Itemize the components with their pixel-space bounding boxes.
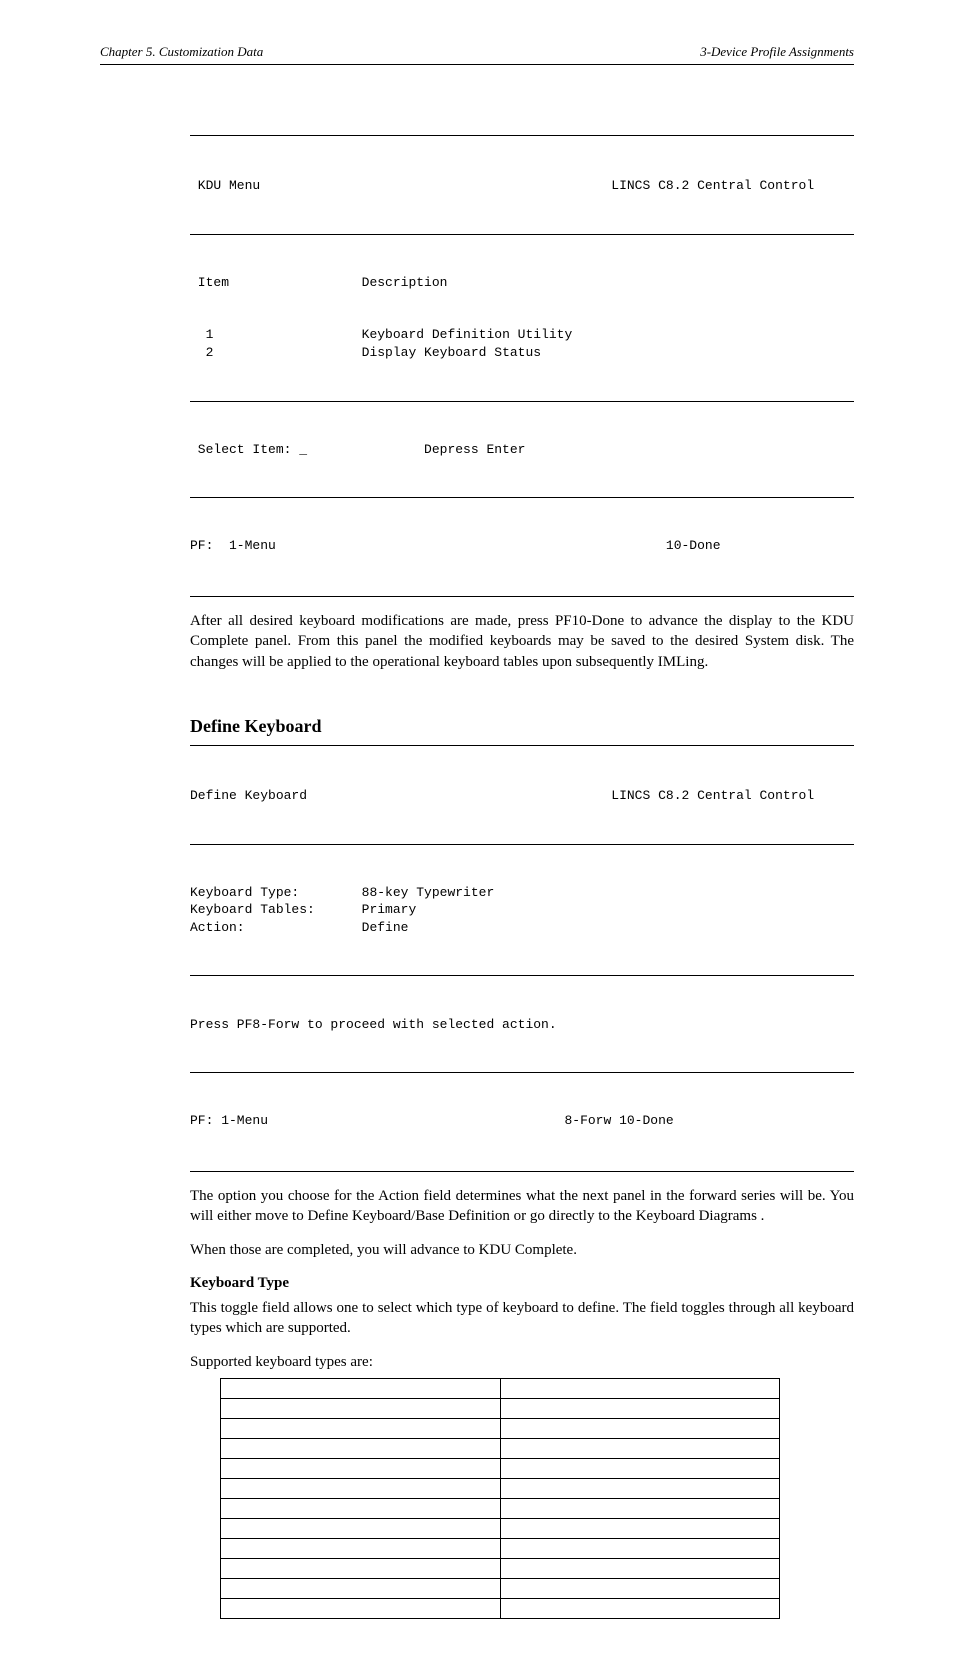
- panel1-col-desc: Description: [362, 274, 448, 292]
- table-cell: [221, 1499, 501, 1519]
- panel2-pf-left: PF: 1-Menu: [190, 1112, 564, 1130]
- header-left: Chapter 5. Customization Data: [100, 44, 263, 60]
- table-cell: [221, 1439, 501, 1459]
- table-cell: [221, 1399, 501, 1419]
- panel2-field-value: 88-key Typewriter: [362, 884, 495, 902]
- table-cell: [221, 1379, 501, 1399]
- table-row: [221, 1559, 780, 1579]
- table-row: [221, 1539, 780, 1559]
- table-row: [221, 1399, 780, 1419]
- table-row: [221, 1459, 780, 1479]
- panel2-field-label: Keyboard Tables:: [190, 901, 362, 919]
- kdu-menu-panel: KDU Menu LINCS C8.2 Central Control Item…: [190, 135, 854, 597]
- panel2-instruction: Press PF8-Forw to proceed with selected …: [190, 1016, 854, 1034]
- panel1-col-item: Item: [190, 274, 362, 292]
- panel2-field-label: Keyboard Type:: [190, 884, 362, 902]
- panel1-pf-right: 10-Done: [666, 537, 721, 555]
- table-cell: [500, 1479, 780, 1499]
- table-cell: [500, 1379, 780, 1399]
- heading-define-keyboard: Define Keyboard: [190, 716, 854, 737]
- table-cell: [221, 1599, 501, 1619]
- panel1-row-desc: Display Keyboard Status: [362, 344, 541, 362]
- panel2-field: Keyboard Tables: Primary: [190, 901, 854, 919]
- table-cell: [221, 1519, 501, 1539]
- panel1-row: 2 Display Keyboard Status: [190, 344, 854, 362]
- define-keyboard-panel: Define Keyboard LINCS C8.2 Central Contr…: [190, 745, 854, 1172]
- table-cell: [221, 1419, 501, 1439]
- table-row: [221, 1439, 780, 1459]
- panel2-title-left: Define Keyboard: [190, 787, 611, 805]
- table-cell: [500, 1419, 780, 1439]
- table-row: [221, 1599, 780, 1619]
- header-right: 3-Device Profile Assignments: [700, 44, 854, 60]
- table-cell: [500, 1399, 780, 1419]
- panel2-pf-right: 8-Forw 10-Done: [564, 1112, 673, 1130]
- table-cell: [221, 1479, 501, 1499]
- table-cell: [500, 1499, 780, 1519]
- paragraph-5: Supported keyboard types are:: [190, 1352, 854, 1372]
- table-cell: [221, 1559, 501, 1579]
- panel2-fields: Keyboard Type: 88-key TypewriterKeyboard…: [190, 884, 854, 937]
- paragraph-3: When those are completed, you will advan…: [190, 1240, 854, 1260]
- panel2-field-value: Primary: [362, 901, 417, 919]
- page-header: Chapter 5. Customization Data 3-Device P…: [100, 44, 854, 60]
- table-cell: [221, 1459, 501, 1479]
- table-cell: [500, 1599, 780, 1619]
- table-row: [221, 1579, 780, 1599]
- panel1-row-desc: Keyboard Definition Utility: [362, 326, 573, 344]
- panel1-row-num: 2: [190, 344, 362, 362]
- paragraph-4: This toggle field allows one to select w…: [190, 1298, 854, 1339]
- table-row: [221, 1499, 780, 1519]
- panel2-field-label: Action:: [190, 919, 362, 937]
- table-cell: [500, 1459, 780, 1479]
- table-cell: [500, 1579, 780, 1599]
- panel1-row-num: 1: [190, 326, 362, 344]
- table-cell: [221, 1539, 501, 1559]
- panel1-pf-left: PF: 1-Menu: [190, 537, 666, 555]
- panel2-field: Action: Define: [190, 919, 854, 937]
- panel1-row: 1 Keyboard Definition Utility: [190, 326, 854, 344]
- panel2-field-value: Define: [362, 919, 409, 937]
- page: Chapter 5. Customization Data 3-Device P…: [0, 0, 954, 1679]
- table-cell: [500, 1519, 780, 1539]
- paragraph-1: After all desired keyboard modifications…: [190, 611, 854, 672]
- header-rule: [100, 64, 854, 65]
- table-cell: [500, 1559, 780, 1579]
- content: KDU Menu LINCS C8.2 Central Control Item…: [190, 135, 854, 1619]
- table-row: [221, 1379, 780, 1399]
- table-row: [221, 1419, 780, 1439]
- heading-keyboard-type: Keyboard Type: [190, 1275, 854, 1292]
- table-cell: [500, 1439, 780, 1459]
- panel1-title-left: KDU Menu: [190, 177, 611, 195]
- panel1-enter: Depress Enter: [424, 441, 525, 459]
- panel1-rows: 1 Keyboard Definition Utility 2 Display …: [190, 326, 854, 361]
- panel1-title-right: LINCS C8.2 Central Control: [611, 177, 814, 195]
- panel1-select: Select Item: _: [190, 441, 424, 459]
- table-cell: [221, 1579, 501, 1599]
- table-row: [221, 1479, 780, 1499]
- keyboard-types-table: [220, 1378, 780, 1619]
- table-cell: [500, 1539, 780, 1559]
- panel2-title-right: LINCS C8.2 Central Control: [611, 787, 814, 805]
- table-row: [221, 1519, 780, 1539]
- panel2-field: Keyboard Type: 88-key Typewriter: [190, 884, 854, 902]
- paragraph-2: The option you choose for the Action fie…: [190, 1186, 854, 1227]
